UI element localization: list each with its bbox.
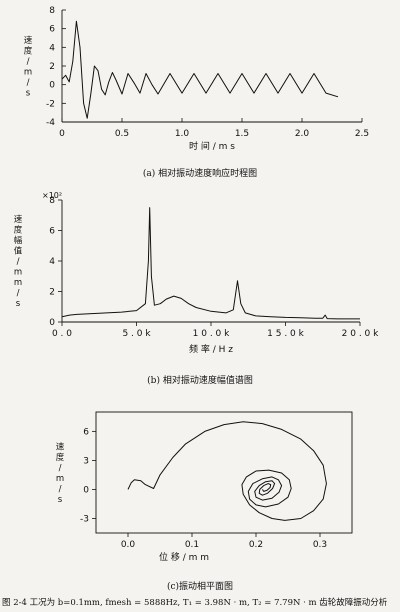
caption-a: (a) 相对振动速度响应时程图 <box>142 169 258 179</box>
chart-2-y-label-char: 度 <box>14 225 23 236</box>
chart-1-x-tick-label: 1.5 <box>235 129 249 139</box>
chart-2-y-tick-label: 2 <box>49 288 55 298</box>
chart-1-y-tick-label: 2 <box>49 62 55 72</box>
chart-1-y-tick-label: 6 <box>49 25 55 35</box>
chart-1-y-tick-label: -2 <box>46 99 55 109</box>
chart-2-x-tick-label: 1 5 . 0 k <box>267 329 304 339</box>
chart-1-y-label-char: 速 <box>24 36 33 46</box>
chart-3-x-label: 位 移 / m m <box>159 551 209 563</box>
chart-1-x-tick-label: 0.5 <box>115 129 129 139</box>
chart-2-x-label: 频 率 / H z <box>189 343 233 355</box>
figure-caption: 图 2-4 工况为 b=0.1mm, fmesh = 5888Hz, T₁ = … <box>2 598 388 608</box>
caption-c: (c)振动相平面图 <box>166 582 234 592</box>
chart-1-y-tick-label: 4 <box>49 43 55 53</box>
chart-1-x-tick-label: 1.0 <box>175 129 190 139</box>
chart-2-y-tick-label: 4 <box>49 257 55 267</box>
chart-1-y-label-char: / <box>27 78 30 88</box>
chart-1-y-label-char: / <box>27 57 30 67</box>
chart-2-x-tick-label: 5 . 0 k <box>122 329 151 339</box>
chart-3-frame <box>95 411 353 534</box>
chart-3-y-label-char: m <box>56 474 64 484</box>
chart-3-y-label-char: / <box>59 484 62 494</box>
chart-2-y-tick-label: 8 <box>49 196 55 206</box>
chart-2-y-label-char: s <box>16 299 21 309</box>
chart-2-x-tick-label: 1 0 . 0 k <box>193 329 230 339</box>
chart-3-x-tick-label: 0.2 <box>249 540 263 550</box>
chart-2-y-label-char: 速 <box>14 215 23 225</box>
chart-1-y-tick-label: 0 <box>49 81 55 91</box>
chart-2-y-label-char: / <box>17 289 20 299</box>
chart-3-x-tick-label: 0.0 <box>121 540 136 550</box>
chart-3-x-tick-label: 0.1 <box>185 540 199 550</box>
chart-3-y-label-char: 度 <box>56 452 65 463</box>
chart-3-series-line <box>127 421 327 521</box>
chart-2-y-label-char: m <box>14 268 22 278</box>
caption-b: (b) 相对振动速度幅值谱图 <box>147 376 253 386</box>
chart-3-x-tick-label: 0.3 <box>313 540 327 550</box>
chart-2-x-tick-label: 2 0 . 0 k <box>342 329 379 339</box>
chart-2-y-label-char: 幅 <box>14 235 23 246</box>
chart-2-y-tick-label: 6 <box>49 227 55 237</box>
chart-2-y-label-char: 值 <box>14 246 23 257</box>
chart-1-x-tick-label: 2.0 <box>295 129 310 139</box>
chart-1-y-tick-label: 8 <box>49 6 55 16</box>
chart-3-y-tick-label: 0 <box>83 485 89 495</box>
chart-1-x-tick-label: 2.5 <box>355 129 369 139</box>
chart-3-y-tick-label: 3 <box>83 456 89 466</box>
chart-3-y-label-char: 速 <box>56 442 65 452</box>
chart-2-y-multiplier: ×10² <box>42 191 62 200</box>
chart-3-y-label-char: / <box>59 463 62 473</box>
chart-2-y-label-char: / <box>17 257 20 267</box>
chart-2-series-line <box>61 207 360 320</box>
chart-3-y-label-char: s <box>58 495 63 505</box>
chart-1-y-tick-label: -4 <box>46 118 55 128</box>
chart-1-y-label-char: s <box>26 88 31 98</box>
chart-3-y-tick-label: 6 <box>83 427 89 437</box>
chart-3-y-tick-label: -3 <box>80 514 89 524</box>
chart-1-y-label-char: 度 <box>24 45 33 56</box>
chart-1-series-line <box>61 20 339 119</box>
chart-1-x-label: 时 间 / m s <box>189 140 235 152</box>
chart-2-y-label-char: m <box>14 278 22 288</box>
chart-2-x-tick-label: 0 . 0 <box>52 329 72 339</box>
chart-1-x-tick-label: 0 <box>59 129 65 139</box>
chart-2-y-tick-label: 0 <box>49 318 55 328</box>
chart-1-y-label-char: m <box>24 67 32 77</box>
